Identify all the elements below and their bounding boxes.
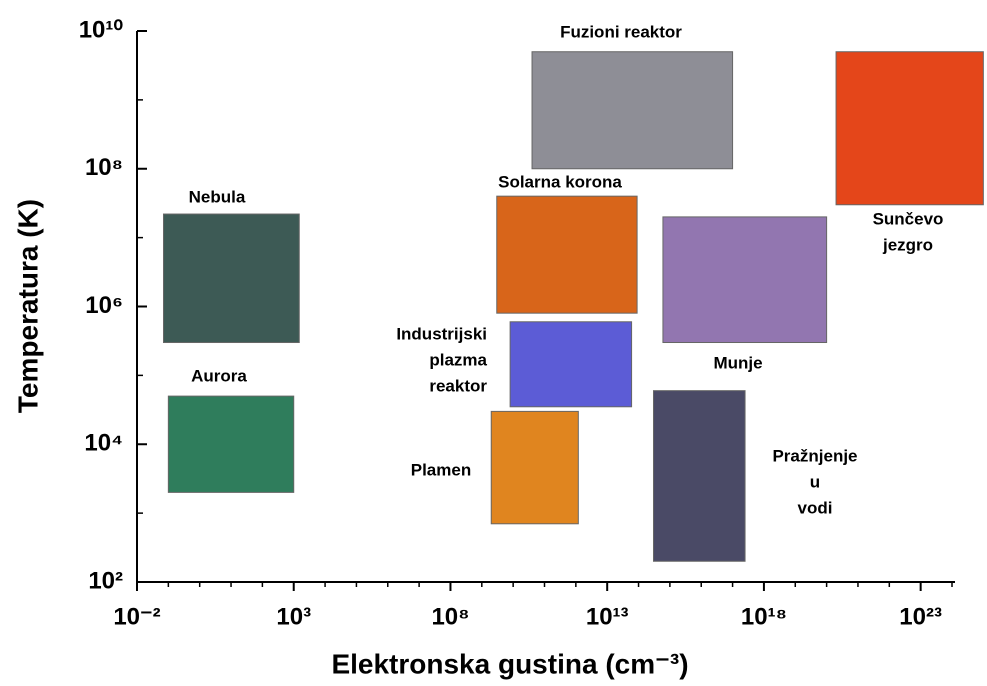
item-box	[652, 390, 746, 562]
x-tick-label: 10²³	[899, 603, 942, 630]
item-box	[835, 51, 984, 206]
item-box	[531, 51, 734, 170]
y-tick-label: 10⁸	[85, 154, 123, 181]
x-tick-label: 10³	[276, 603, 311, 630]
item-label: Fuzioni reaktor	[560, 22, 682, 41]
item-label: Solarna korona	[498, 172, 622, 191]
y-tick-label: 10⁴	[84, 430, 123, 457]
item-label: Munje	[713, 353, 762, 372]
item-label: Aurora	[191, 366, 247, 385]
item-box	[167, 395, 295, 493]
y-tick-label: 10⁶	[85, 292, 123, 319]
item-label: Industrijski	[396, 324, 487, 343]
x-tick-label: 10¹³	[586, 603, 629, 630]
item-label: Nebula	[189, 187, 246, 206]
y-tick-label: 10¹⁰	[79, 16, 124, 43]
item-box	[509, 321, 633, 408]
x-tick-label: 10⁸	[431, 603, 469, 630]
item-label: Pražnjenje	[772, 446, 857, 465]
item-label: Plamen	[411, 460, 471, 479]
item-box	[496, 195, 638, 314]
x-axis-title: Elektronska gustina (cm⁻³)	[331, 648, 688, 679]
item-label: vodi	[798, 498, 833, 517]
item-box	[162, 213, 300, 344]
item-label: jezgro	[882, 235, 933, 254]
item-label: plazma	[429, 350, 487, 369]
y-axis-title: Temperatura (K)	[12, 199, 43, 413]
item-label: u	[810, 472, 820, 491]
item-label: reaktor	[429, 376, 487, 395]
x-tick-label: 10¹⁸	[741, 603, 787, 630]
item-label: Sunčevo	[873, 209, 944, 228]
y-tick-label: 10²	[88, 567, 123, 594]
item-box	[490, 410, 579, 525]
item-box	[662, 216, 828, 344]
x-tick-label: 10⁻²	[113, 603, 160, 630]
